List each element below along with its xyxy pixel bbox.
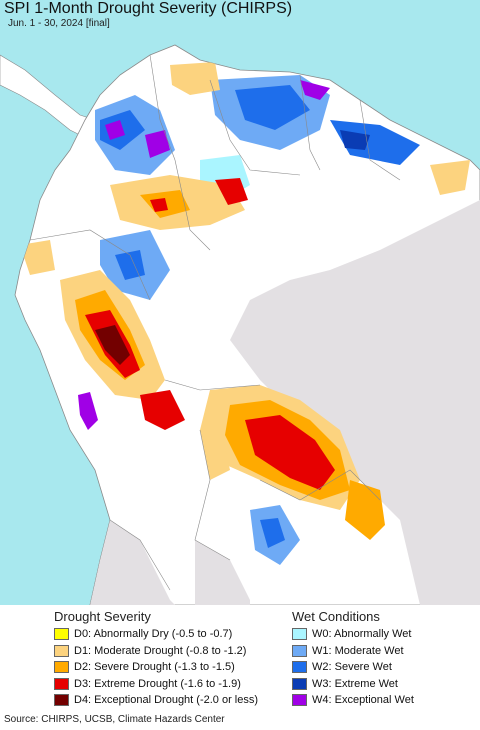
legend-swatch bbox=[292, 677, 307, 690]
legend: Drought Severity D0: Abnormally Dry (-0.… bbox=[0, 608, 480, 708]
legend-label: D1: Moderate Drought (-0.8 to -1.2) bbox=[74, 644, 247, 657]
source-credit: Source: CHIRPS, UCSB, Climate Hazards Ce… bbox=[4, 714, 225, 725]
legend-item-d1: D1: Moderate Drought (-0.8 to -1.2) bbox=[54, 643, 258, 660]
legend-item-w0: W0: Abnormally Wet bbox=[292, 626, 414, 643]
legend-item-w1: W1: Moderate Wet bbox=[292, 643, 414, 660]
legend-label: D4: Exceptional Drought (-2.0 or less) bbox=[74, 694, 259, 707]
ocean bbox=[0, 0, 480, 605]
legend-swatch bbox=[54, 661, 69, 674]
legend-swatch bbox=[292, 694, 307, 707]
legend-item-d4: D4: Exceptional Drought (-2.0 or less) bbox=[54, 692, 258, 709]
legend-item-w2: W2: Severe Wet bbox=[292, 659, 414, 676]
legend-label: W2: Severe Wet bbox=[312, 661, 392, 674]
legend-item-w4: W4: Exceptional Wet bbox=[292, 692, 414, 709]
country-borders bbox=[29, 54, 401, 591]
legend-label: D3: Extreme Drought (-1.6 to -1.9) bbox=[74, 677, 241, 690]
legend-label: D2: Severe Drought (-1.3 to -1.5) bbox=[74, 661, 235, 674]
legend-swatch bbox=[54, 694, 69, 707]
central-america-land bbox=[0, 54, 96, 141]
map-svg bbox=[0, 0, 480, 606]
legend-swatch bbox=[54, 644, 69, 657]
legend-item-d2: D2: Severe Drought (-1.3 to -1.5) bbox=[54, 659, 258, 676]
legend-item-d0: D0: Abnormally Dry (-0.5 to -0.7) bbox=[54, 626, 258, 643]
drought-map bbox=[0, 0, 480, 606]
legend-label: D0: Abnormally Dry (-0.5 to -0.7) bbox=[74, 628, 233, 641]
drought-legend: Drought Severity D0: Abnormally Dry (-0.… bbox=[54, 608, 258, 709]
legend-label: W3: Extreme Wet bbox=[312, 677, 398, 690]
masked-regions bbox=[20, 62, 480, 605]
legend-label: W4: Exceptional Wet bbox=[312, 694, 414, 707]
south-america-land bbox=[14, 44, 480, 606]
legend-item-w3: W3: Extreme Wet bbox=[292, 676, 414, 693]
legend-label: W1: Moderate Wet bbox=[312, 644, 404, 657]
legend-label: W0: Abnormally Wet bbox=[312, 628, 412, 641]
wet-legend: Wet Conditions W0: Abnormally Wet W1: Mo… bbox=[292, 608, 414, 709]
wet-legend-heading: Wet Conditions bbox=[292, 609, 380, 624]
map-title: SPI 1-Month Drought Severity (CHIRPS) bbox=[4, 0, 293, 17]
map-subtitle: Jun. 1 - 30, 2024 [final] bbox=[8, 18, 110, 29]
drought-legend-heading: Drought Severity bbox=[54, 609, 151, 624]
legend-swatch bbox=[54, 677, 69, 690]
legend-swatch bbox=[54, 628, 69, 641]
legend-swatch bbox=[292, 628, 307, 641]
legend-swatch bbox=[292, 661, 307, 674]
legend-swatch bbox=[292, 644, 307, 657]
legend-item-d3: D3: Extreme Drought (-1.6 to -1.9) bbox=[54, 676, 258, 693]
